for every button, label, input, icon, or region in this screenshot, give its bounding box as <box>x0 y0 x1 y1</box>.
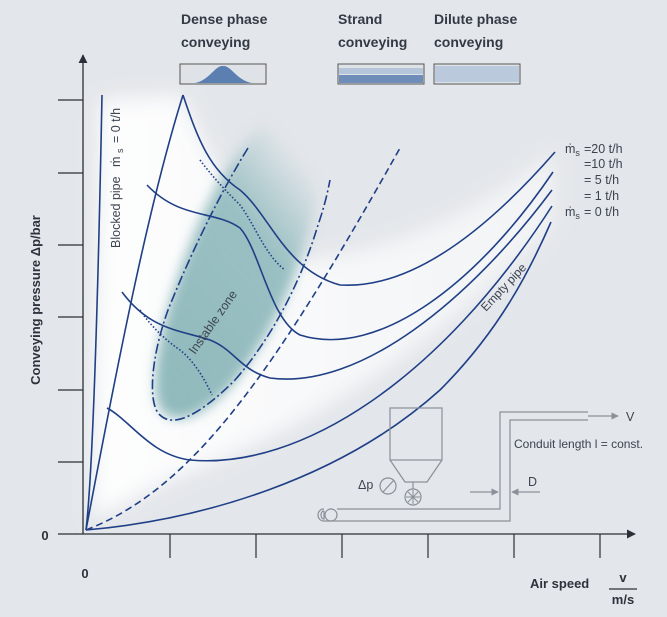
dilute-phase-pipe-icon <box>433 63 521 85</box>
conveying-region <box>92 95 555 520</box>
strand-phase-pipe-icon <box>337 63 425 85</box>
mass-flow-10: =10 t/h <box>584 157 623 171</box>
pressure-drop-label: Δp <box>358 478 373 492</box>
y-ticks <box>58 99 83 463</box>
curve-1 <box>106 205 553 462</box>
characteristic-curves <box>85 94 556 531</box>
dense-phase-title-2: conveying <box>181 34 250 50</box>
x-axis-label: Air speed <box>530 576 589 591</box>
instable-zone <box>151 99 331 421</box>
mass-flow-legend: ṁs =20 t/h =10 t/h = 5 t/h = 1 t/h ṁs = … <box>565 142 623 221</box>
dense-phase-title-1: Dense phase <box>181 11 268 27</box>
diameter-label: D <box>528 475 537 489</box>
mass-flow-0-symbol: ṁs <box>565 205 580 221</box>
dilute-phase-title-2: conveying <box>434 34 503 50</box>
blocked-pipe-label: Blocked pipe ṁ s = 0 t/h <box>109 108 126 248</box>
curve-5 <box>121 189 553 380</box>
dilute-phase-title-1: Dilute phase <box>434 11 517 27</box>
dense-phase-dashed <box>85 147 401 531</box>
y-origin-label: 0 <box>41 528 48 543</box>
blocked-pipe-flow-sub: s <box>115 148 125 153</box>
blocked-pipe-line <box>85 94 103 531</box>
velocity-label: V <box>626 410 635 424</box>
x-unit-numerator: v <box>619 570 627 585</box>
blocked-pipe-text: Blocked pipe <box>109 176 123 248</box>
curve-20 <box>182 94 556 286</box>
instability-dotted <box>199 159 286 271</box>
strand-phase-title-1: Strand <box>338 11 382 27</box>
y-axis-label: Conveying pressure Δp/bar <box>28 215 43 385</box>
conveying-system-schematic <box>317 407 619 522</box>
curve-0 <box>85 221 552 531</box>
x-origin-label: 0 <box>81 566 88 581</box>
svg-text:Blocked pipe ṁ s: Blocked pipe ṁ s = 0 t/h <box>109 108 126 248</box>
mass-flow-1: = 1 t/h <box>584 189 619 203</box>
curve-10 <box>146 171 554 341</box>
x-ticks <box>169 534 601 558</box>
dense-phase-pipe-icon <box>179 63 267 85</box>
mass-flow-5: = 5 t/h <box>584 173 619 187</box>
mass-flow-0: = 0 t/h <box>584 205 619 219</box>
strand-phase-title-2: conveying <box>338 34 407 50</box>
blocked-pipe-flow-symbol: ṁ <box>109 157 123 167</box>
x-unit-denominator: m/s <box>612 592 634 607</box>
conduit-length-label: Conduit length l = const. <box>514 437 643 451</box>
mass-flow-20: =20 t/h <box>584 142 623 156</box>
blocked-pipe-flow-value: = 0 t/h <box>109 108 123 143</box>
mass-flow-20-symbol: ṁs <box>565 142 580 158</box>
left-boundary-curve <box>85 94 184 531</box>
